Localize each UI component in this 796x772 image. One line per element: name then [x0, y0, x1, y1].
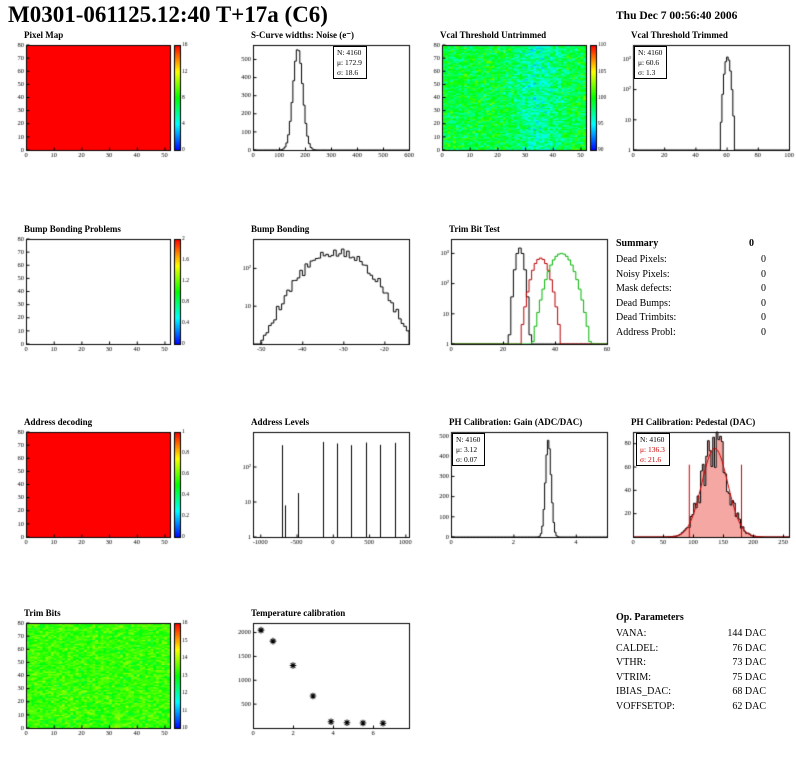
plot-title-vcal-trimmed: Vcal Threshold Trimmed	[631, 30, 728, 40]
panel-pixel-map: Pixel Map	[8, 30, 204, 182]
temperature-plot	[226, 619, 418, 741]
plot-title-ph-pedestal: PH Calibration: Pedestal (DAC)	[631, 417, 756, 427]
summary-row-dead-trimbits: Dead Trimbits: 0	[616, 311, 766, 326]
plot-title-address-decoding: Address decoding	[24, 417, 93, 427]
op-value: 75 DAC	[732, 671, 766, 683]
summary-value: 0	[761, 312, 766, 323]
panel-scurve-noise: S-Curve widths: Noise (e⁻) N: 4160 μ: 17…	[226, 30, 422, 182]
plot-title-temperature: Temperature calibration	[251, 608, 346, 618]
vcal-untrimmed-plot	[424, 41, 616, 163]
stat-sigma: σ: 21.6	[640, 454, 662, 464]
summary-row-noisy-pixels: Noisy Pixels: 0	[616, 268, 766, 283]
op-label: VTHR:	[616, 657, 646, 668]
plot-title-address-levels: Address Levels	[251, 417, 310, 427]
stat-n: N: 4160	[638, 48, 663, 57]
summary-row-dead-bumps: Dead Bumps: 0	[616, 297, 766, 312]
timestamp: Thu Dec 7 00:56:40 2006	[616, 10, 738, 22]
panel-vcal-untrimmed: Vcal Threshold Untrimmed	[424, 30, 620, 182]
summary-row-dead-pixels: Dead Pixels: 0	[616, 253, 766, 268]
summary-value: 0	[761, 326, 766, 338]
stat-n: N: 4160	[337, 48, 362, 57]
op-value: 73 DAC	[732, 657, 766, 668]
panel-bump-problems: Bump Bonding Problems	[8, 224, 204, 376]
summary-title: Summary	[616, 238, 659, 249]
summary-block: Summary 0 Dead Pixels: 0 Noisy Pixels: 0…	[616, 238, 766, 340]
plot-title-bump-bonding: Bump Bonding	[251, 224, 310, 234]
stat-mean: μ: 60.6	[638, 57, 660, 67]
op-row-vthr: VTHR: 73 DAC	[616, 656, 766, 671]
panel-temperature: Temperature calibration	[226, 608, 422, 760]
plot-title-trim-bit-test: Trim Bit Test	[449, 224, 500, 234]
plot-title-bump-problems: Bump Bonding Problems	[24, 224, 121, 234]
op-row-vana: VANA: 144 DAC	[616, 627, 766, 642]
panel-ph-gain: PH Calibration: Gain (ADC/DAC) N: 4160 μ…	[424, 417, 620, 569]
summary-label: Noisy Pixels:	[616, 268, 670, 280]
op-value: 76 DAC	[732, 642, 766, 654]
pixel-map-plot	[8, 41, 200, 163]
summary-value: 0	[761, 297, 766, 309]
stat-mean: μ: 3.12	[456, 444, 478, 454]
stats-box-scurve: N: 4160 μ: 172.9 σ: 18.6	[333, 46, 367, 80]
panel-trim-bits: Trim Bits	[8, 608, 204, 760]
plot-title-ph-gain: PH Calibration: Gain (ADC/DAC)	[449, 417, 583, 427]
op-row-ibias-dac: IBIAS_DAC: 68 DAC	[616, 685, 766, 700]
summary-value: 0	[761, 254, 766, 265]
stat-n: N: 4160	[456, 435, 481, 444]
op-row-caldel: CALDEL: 76 DAC	[616, 642, 766, 657]
stats-box-vcal-trimmed: N: 4160 μ: 60.6 σ: 1.3	[634, 46, 668, 80]
summary-row-address-probl: Address Probl: 0	[616, 326, 766, 341]
trim-bit-test-plot	[424, 235, 616, 357]
op-label: VTRIM:	[616, 671, 651, 683]
summary-label: Address Probl:	[616, 326, 676, 338]
stat-mean: μ: 172.9	[337, 57, 362, 67]
op-parameters-block: Op. Parameters VANA: 144 DAC CALDEL: 76 …	[616, 612, 766, 714]
summary-value: 0	[761, 283, 766, 294]
bump-problems-plot	[8, 235, 200, 357]
stat-sigma: σ: 1.3	[638, 67, 656, 77]
panel-bump-bonding: Bump Bonding	[226, 224, 422, 376]
plot-title-trim-bits: Trim Bits	[24, 608, 61, 618]
summary-header: Summary 0	[616, 238, 766, 249]
bump-bonding-plot	[226, 235, 418, 357]
summary-label: Dead Trimbits:	[616, 312, 677, 323]
op-label: CALDEL:	[616, 642, 659, 654]
scurve-noise-plot	[226, 41, 418, 163]
summary-total: 0	[749, 238, 754, 249]
summary-value: 0	[761, 268, 766, 280]
plot-title-pixel-map: Pixel Map	[24, 30, 64, 40]
summary-label: Mask defects:	[616, 283, 672, 294]
panel-ph-pedestal: PH Calibration: Pedestal (DAC) N: 4160 μ…	[606, 417, 796, 569]
ph-pedestal-plot	[606, 428, 796, 550]
panel-address-decoding: Address decoding	[8, 417, 204, 569]
trim-bits-plot	[8, 619, 200, 741]
stat-mean: μ: 136.3	[640, 444, 665, 454]
stat-n: N: 4160	[640, 435, 665, 444]
stat-sigma: σ: 18.6	[337, 67, 359, 77]
plot-title-vcal-untrimmed: Vcal Threshold Untrimmed	[440, 30, 547, 40]
op-parameters-header: Op. Parameters	[616, 612, 766, 623]
op-row-vtrim: VTRIM: 75 DAC	[616, 671, 766, 686]
op-parameters-title: Op. Parameters	[616, 612, 684, 623]
address-levels-plot	[226, 428, 418, 550]
panel-vcal-trimmed: Vcal Threshold Trimmed N: 4160 μ: 60.6 σ…	[606, 30, 796, 182]
op-value: 62 DAC	[732, 700, 766, 712]
address-decoding-plot	[8, 428, 200, 550]
stat-sigma: σ: 0.07	[456, 454, 478, 464]
stats-box-ph-gain: N: 4160 μ: 3.12 σ: 0.07	[452, 433, 486, 467]
summary-row-mask-defects: Mask defects: 0	[616, 282, 766, 297]
op-label: IBIAS_DAC:	[616, 686, 672, 697]
op-value: 68 DAC	[732, 686, 766, 697]
plot-title-scurve: S-Curve widths: Noise (e⁻)	[251, 30, 354, 40]
summary-label: Dead Pixels:	[616, 254, 667, 265]
op-value: 144 DAC	[727, 628, 766, 639]
page-title: M0301-061125.12:40 T+17a (C6)	[8, 2, 328, 27]
panel-address-levels: Address Levels	[226, 417, 422, 569]
summary-label: Dead Bumps:	[616, 297, 671, 309]
op-row-voffsetop: VOFFSETOP: 62 DAC	[616, 700, 766, 715]
stats-box-ph-pedestal: N: 4160 μ: 136.3 σ: 21.6	[636, 433, 670, 467]
op-label: VOFFSETOP:	[616, 700, 675, 712]
panel-trim-bit-test: Trim Bit Test	[424, 224, 620, 376]
op-label: VANA:	[616, 628, 647, 639]
